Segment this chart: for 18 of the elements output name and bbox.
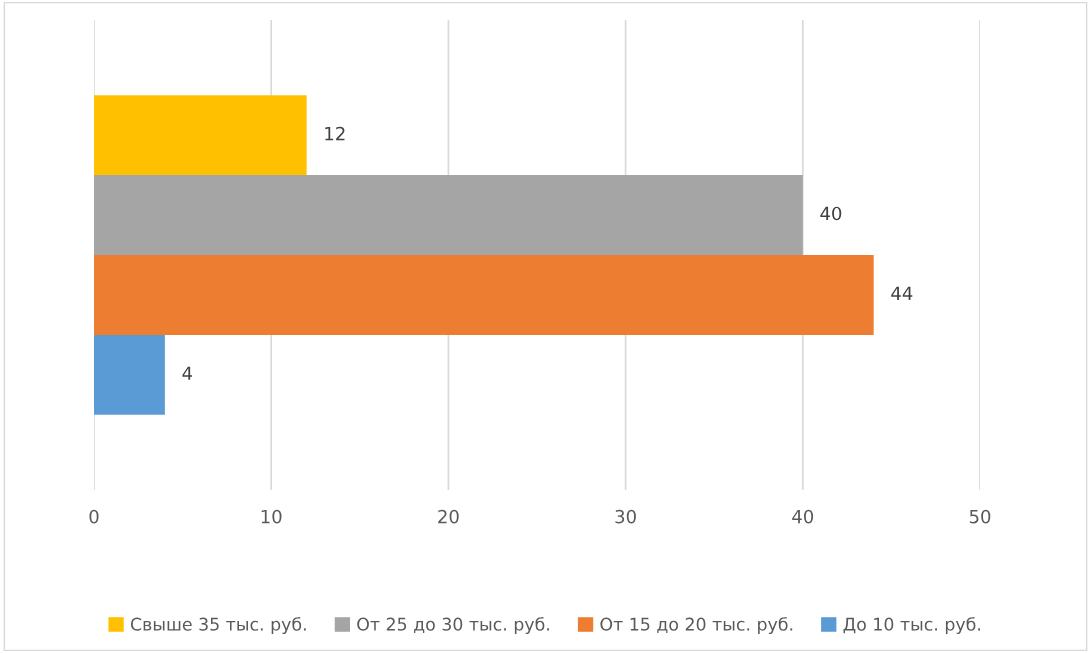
bar: [94, 95, 307, 176]
x-tick-label: 40: [792, 509, 814, 524]
data-label: 4: [182, 366, 193, 380]
x-tick-label: 20: [438, 509, 459, 524]
data-label: 12: [325, 126, 345, 141]
bar: [94, 334, 165, 415]
legend-label: Свыше 35 тыс. руб.: [130, 617, 306, 635]
data-label: 40: [820, 206, 842, 221]
x-tick-label: 10: [261, 509, 282, 524]
legend-label: От 25 до 30 тыс. руб.: [357, 617, 549, 635]
data-label: 44: [891, 286, 913, 300]
bar: [94, 175, 803, 255]
legend-label: До 10 тыс. руб.: [843, 617, 980, 635]
x-tick-label: 30: [615, 509, 636, 524]
bar: [94, 255, 874, 335]
x-tick-label: 0: [89, 509, 99, 524]
x-tick-label: 50: [969, 509, 991, 524]
legend-label: От 15 до 20 тыс. руб.: [600, 617, 793, 635]
